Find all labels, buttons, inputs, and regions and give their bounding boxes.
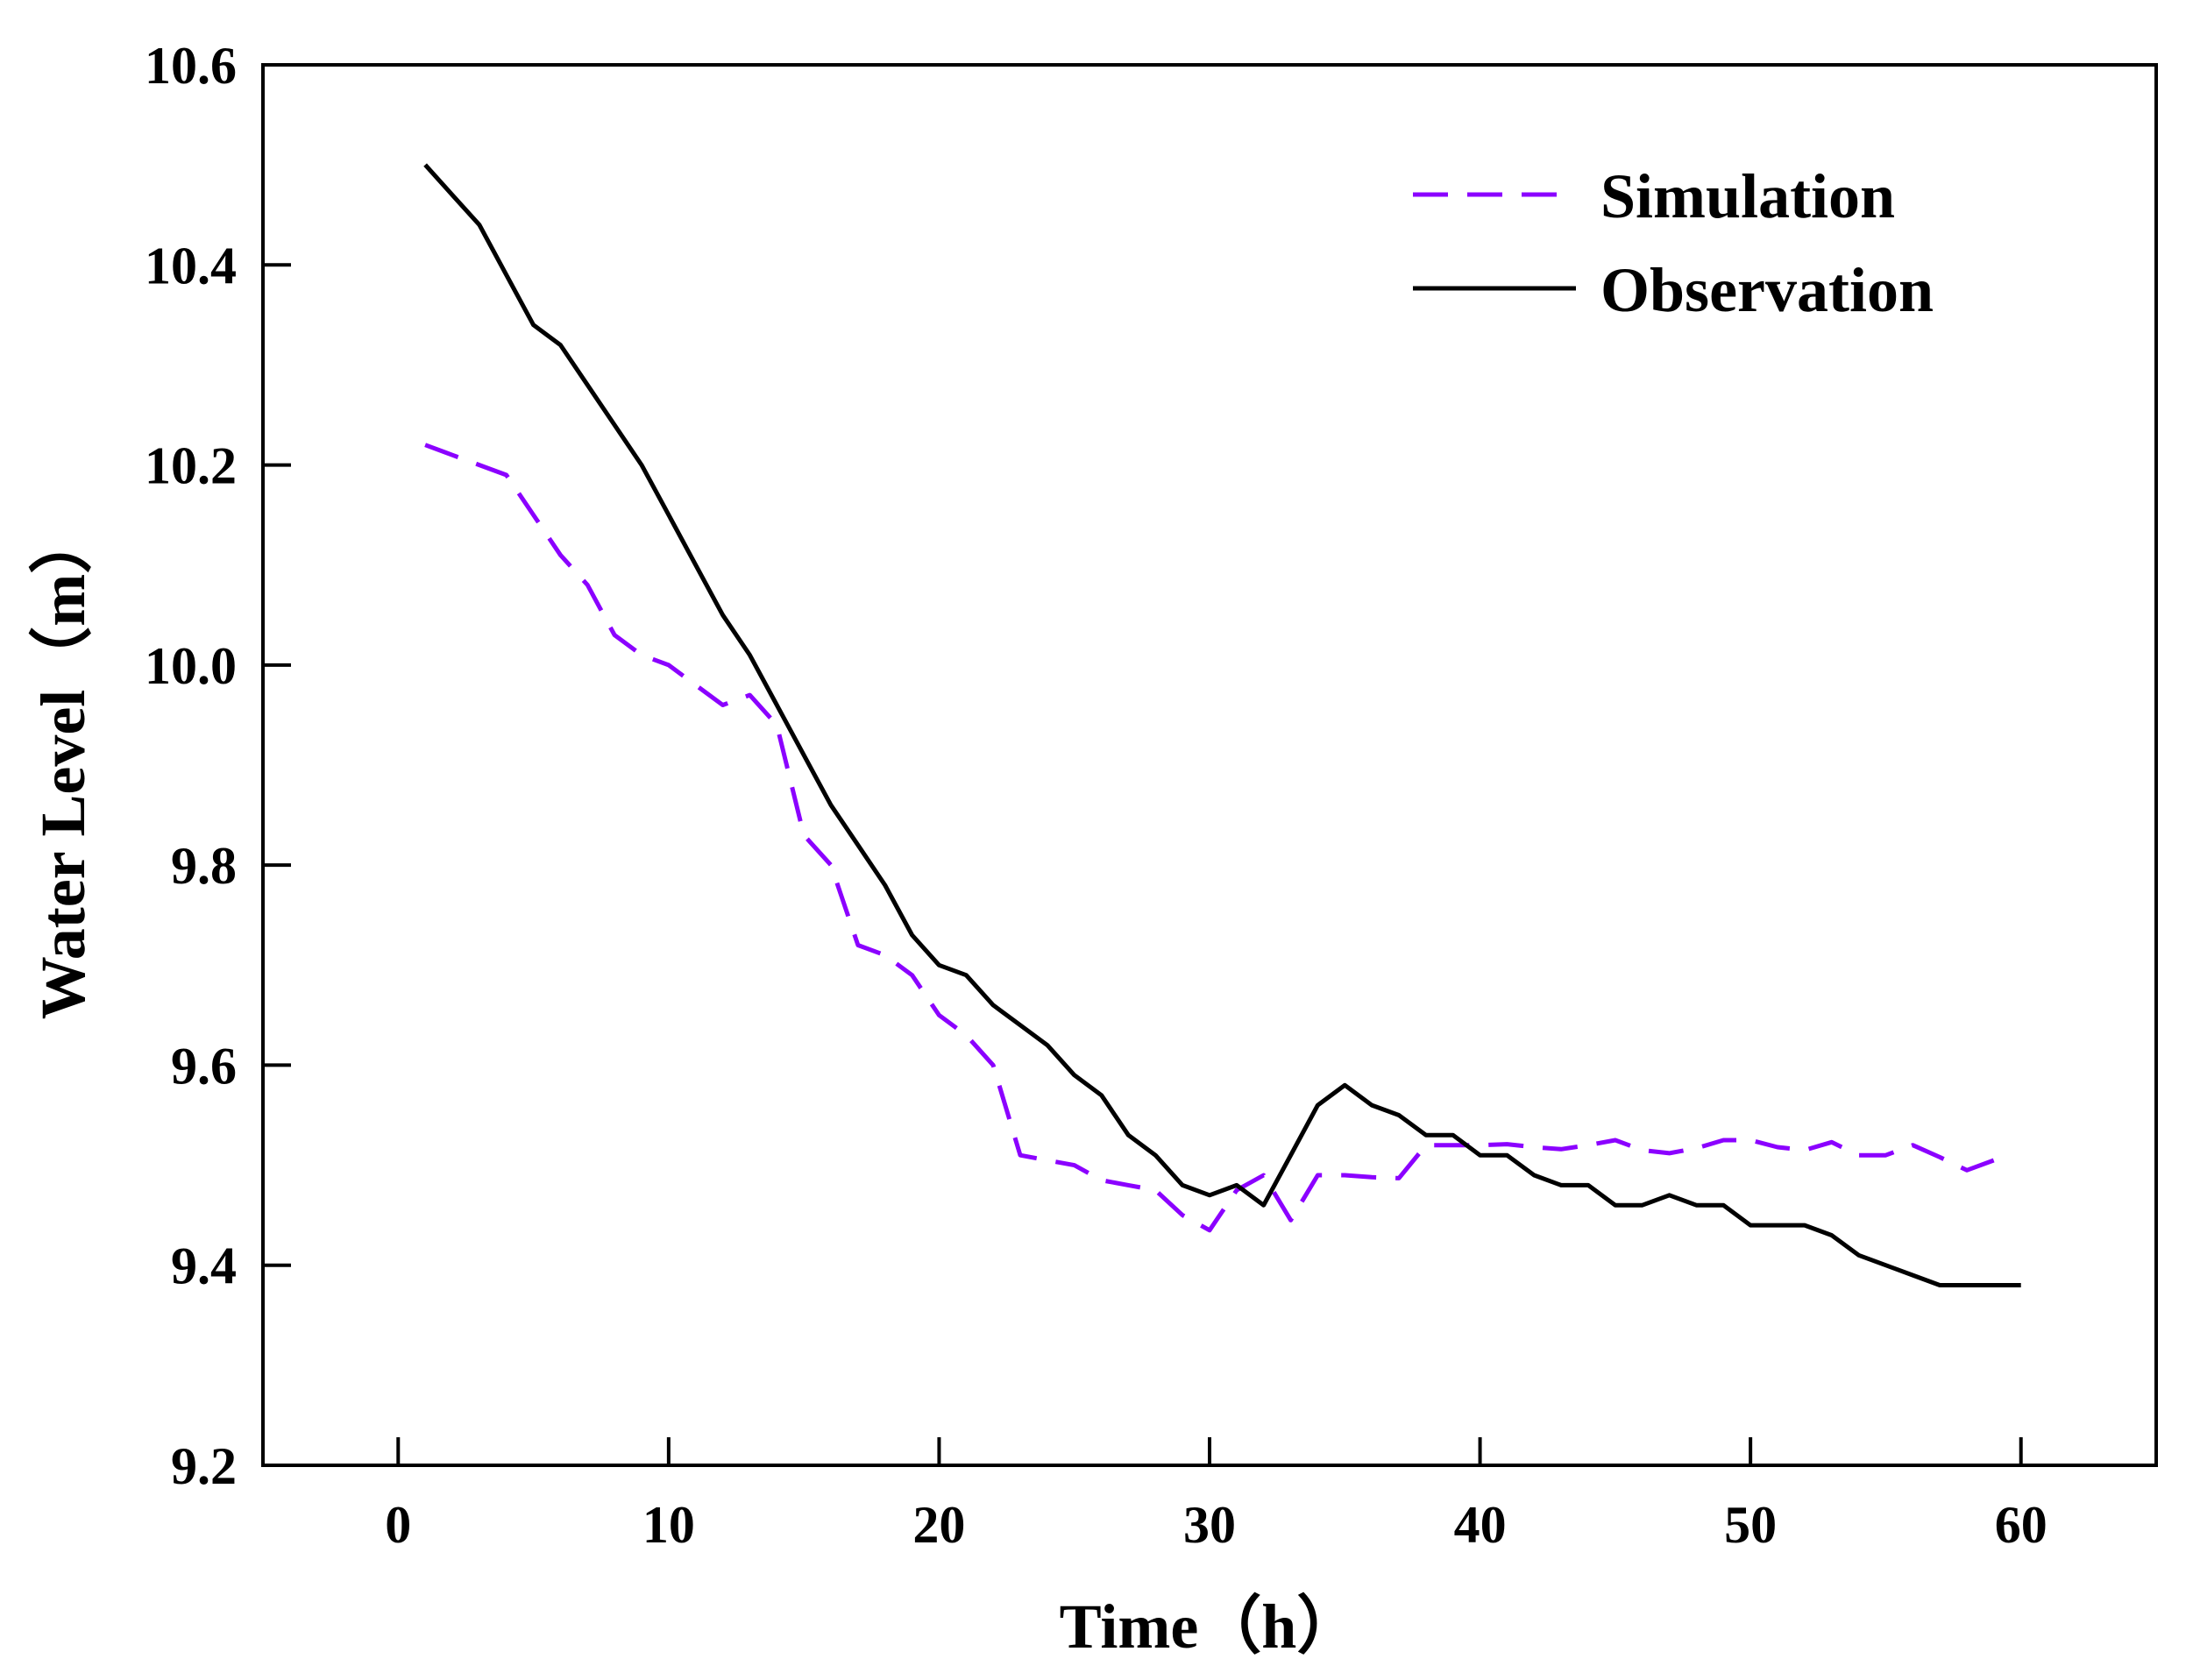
y-tick-label: 10.2 [145, 437, 237, 495]
x-tick-label: 20 [912, 1496, 965, 1554]
y-tick-label: 10.0 [145, 637, 237, 695]
x-axis-ticks: 0 10 20 30 40 50 60 [385, 1437, 2048, 1554]
y-tick-label: 9.2 [171, 1437, 237, 1495]
y-axis-title: Water Level（m） [28, 511, 98, 1020]
x-tick-label: 40 [1454, 1496, 1507, 1554]
y-tick-label: 9.4 [171, 1237, 237, 1295]
legend-label-simulation: Simulation [1600, 161, 1895, 231]
y-tick-label: 10.6 [145, 37, 237, 95]
x-tick-label: 0 [385, 1496, 411, 1554]
y-tick-label: 10.4 [145, 237, 237, 294]
x-tick-label: 50 [1724, 1496, 1777, 1554]
series-line-simulation [424, 443, 1995, 1233]
x-tick-label: 30 [1183, 1496, 1236, 1554]
y-tick-label: 9.6 [171, 1037, 237, 1095]
x-tick-label: 10 [642, 1496, 695, 1554]
legend: Simulation Observation [1413, 161, 1934, 325]
y-tick-label: 9.8 [171, 837, 237, 895]
legend-label-observation: Observation [1600, 255, 1934, 325]
y-axis-ticks: 9.2 9.4 9.6 9.8 10.0 10.2 10.4 10.6 [145, 37, 291, 1495]
x-tick-label: 60 [1995, 1496, 2048, 1554]
x-axis-title: Time（h） [1060, 1591, 1360, 1662]
series-line-observation [423, 163, 2021, 1287]
series-layer [423, 163, 2021, 1287]
